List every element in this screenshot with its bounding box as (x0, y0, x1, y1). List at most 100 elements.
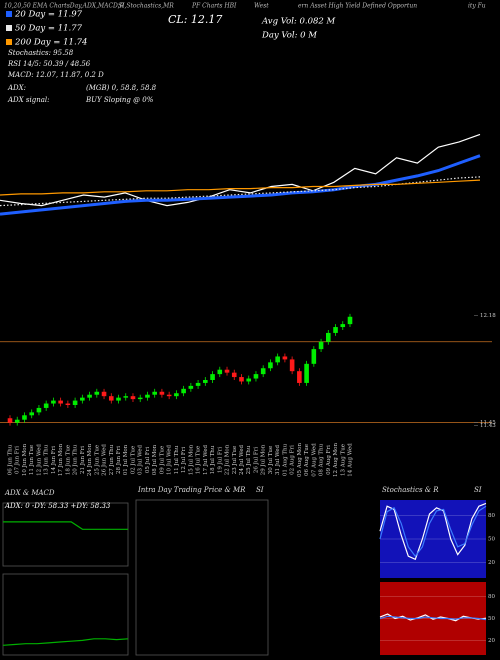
panel-border (135, 499, 269, 656)
x-tick-label: 14 Jun Fri (51, 446, 57, 474)
candle-body (123, 396, 129, 398)
candle-body (51, 400, 56, 404)
panel-subtitle: SI (474, 486, 482, 494)
x-tick-label: 08 Aug Thu (319, 443, 325, 476)
panel-subtitle: SI (256, 486, 264, 494)
x-tick-label: 30 Jul Tue (268, 446, 274, 474)
candle-body (275, 356, 280, 363)
day-volume: Day Vol: 0 M (261, 31, 317, 41)
x-tick-label: 03 Jul Wed (138, 445, 144, 475)
x-tick-label: 07 Jun Fri (15, 446, 21, 474)
legend-swatch (6, 11, 12, 17)
x-tick-label: 02 Aug Fri (290, 445, 296, 475)
candle-body (325, 332, 331, 342)
x-tick-label: 05 Aug Mon (297, 443, 303, 477)
x-tick-label: 05 Jul Fri (145, 447, 151, 473)
candle-body (29, 412, 35, 416)
x-tick-label: 07 Aug Wed (311, 443, 317, 477)
candle-body (188, 385, 194, 389)
series-line (379, 615, 487, 621)
x-tick-label: 08 Jul Mon (152, 444, 158, 475)
x-tick-label: 02 Jul Tue (130, 446, 136, 474)
x-tick-label: 11 Jul Thu (174, 445, 180, 474)
x-tick-label: 12 Aug Mon (333, 443, 339, 477)
candle-body (195, 382, 201, 386)
series-line (2, 638, 129, 646)
candle-body (318, 341, 324, 350)
indicator-text: Stochastics: 95.58 (8, 49, 74, 57)
legend-swatch (6, 39, 12, 45)
candle-body (311, 349, 317, 364)
x-tick-label: 28 Jun Fri (116, 446, 122, 474)
candle-body (108, 396, 114, 401)
candle-body (333, 327, 338, 333)
panel-annotation: ADX: 0 -DY: 58.33 +DY: 58.33 (4, 502, 111, 510)
y-tick-label: 11.43 (480, 423, 496, 429)
x-tick-label: 12 Jun Wed (36, 444, 42, 476)
series-line (379, 505, 487, 558)
candle-body (130, 396, 136, 400)
x-tick-label: 25 Jun Tue (94, 445, 100, 475)
candle-body (7, 418, 13, 423)
candle-body (282, 356, 288, 360)
x-tick-label: 17 Jun Mon (58, 443, 64, 476)
candle-body (94, 391, 100, 395)
panel-title: Stochastics & R (382, 486, 439, 494)
candle-body (297, 371, 302, 383)
candle-body (246, 378, 252, 382)
header-text: West (254, 3, 269, 10)
series-line (0, 154, 481, 216)
candle-body (43, 403, 49, 408)
y-tick-label: 11.45 (480, 420, 496, 426)
header-text: PF Charts HBI (191, 3, 237, 10)
y-tick-label: 20 (488, 560, 495, 566)
x-tick-label: 25 Jul Thu (246, 445, 252, 474)
candle-body (260, 368, 266, 375)
x-tick-label: 06 Aug Tue (304, 444, 310, 476)
legend-entry: 50 Day = 11.77 (15, 24, 83, 34)
candle-body (224, 369, 230, 373)
legend-entry: 200 Day = 11.74 (14, 38, 87, 48)
x-tick-label: 15 Jul Mon (188, 444, 194, 475)
header-text: 10,20,50 EMA ChartsDay,ADX,MACD,R (4, 3, 125, 10)
panel-border (2, 502, 129, 567)
y-tick-label: 12.18 (480, 313, 496, 319)
series-line (0, 133, 481, 207)
candle-body (22, 415, 27, 420)
panel-background (380, 582, 486, 655)
x-tick-label: 29 Jul Mon (261, 444, 267, 475)
candle-body (253, 374, 259, 379)
candle-body (217, 369, 223, 375)
candle-body (58, 400, 63, 404)
x-tick-label: 12 Jul Fri (181, 447, 187, 473)
panel-title: Intra Day Trading Price & MR (137, 486, 246, 494)
candle-body (145, 394, 150, 398)
candle-body (101, 391, 107, 397)
candle-body (340, 324, 346, 328)
y-tick-label: 50 (488, 616, 495, 622)
candle-body (268, 362, 273, 369)
x-tick-label: 18 Jun Tue (65, 445, 71, 475)
indicator-text: (MGB) 0, 58.8, 58.8 (86, 84, 157, 92)
x-tick-label: 01 Jul Mon (123, 444, 129, 475)
legend-entry: 20 Day = 11.97 (14, 10, 83, 20)
candle-body (80, 397, 85, 401)
panel-background (380, 500, 486, 578)
panel-border (2, 573, 129, 656)
candle-body (159, 391, 165, 395)
candle-body (347, 316, 353, 325)
candle-body (210, 374, 215, 380)
x-tick-label: 13 Jun Thu (44, 444, 50, 475)
x-tick-label: 24 Jul Wed (239, 445, 245, 475)
panel-title: ADX & MACD (4, 489, 55, 497)
candle-body (87, 394, 92, 398)
x-tick-label: 10 Jul Wed (167, 445, 173, 475)
x-tick-label: 10 Jun Mon (22, 443, 28, 476)
candle-body (72, 400, 78, 405)
indicator-text: RSI 14/5: 50.39 / 48.56 (7, 60, 91, 68)
candle-body (174, 393, 179, 397)
x-tick-label: 21 Jun Fri (80, 446, 86, 474)
x-tick-label: 20 Jun Thu (73, 444, 79, 475)
